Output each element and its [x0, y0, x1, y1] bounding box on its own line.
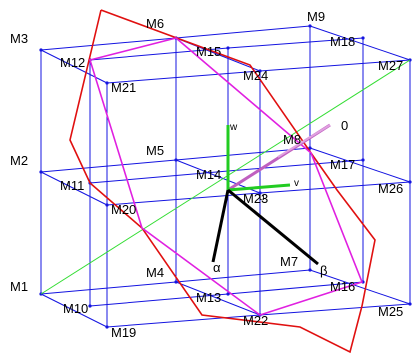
- node-label-m5: M5: [146, 143, 164, 158]
- node-label-m10: M10: [63, 301, 88, 316]
- node-label-m13: M13: [196, 290, 221, 305]
- node-label-m27: M27: [378, 58, 403, 73]
- node-label-m8: M8: [283, 132, 301, 147]
- black-axes: [211, 188, 319, 266]
- space-diagonal-line: [40, 59, 411, 295]
- node-label-m22: M22: [243, 313, 268, 328]
- axis-label-u: u: [259, 192, 265, 203]
- axis-label-v: v: [294, 178, 299, 189]
- node-label-m16: M16: [330, 279, 355, 294]
- node-label-m15: M15: [196, 44, 221, 59]
- node-label-m12: M12: [60, 55, 85, 70]
- node-label-m9: M9: [307, 9, 325, 24]
- magenta-axis-highlight: [277, 124, 331, 158]
- node-label-m20: M20: [111, 202, 136, 217]
- axis-labels: w v u 0 α β: [213, 118, 348, 278]
- node-label-m4: M4: [146, 265, 164, 280]
- node-label-m18: M18: [330, 34, 355, 49]
- node-label-m14: M14: [196, 167, 221, 182]
- axis-label-beta: β: [320, 263, 327, 278]
- node-label-m3: M3: [10, 31, 28, 46]
- node-label-m1: M1: [10, 279, 28, 294]
- node-label-m2: M2: [10, 153, 28, 168]
- node-label-m19: M19: [111, 325, 136, 340]
- node-labels: M1 M2 M3 M4 M5 M6 M7 M8 M9 M10 M11 M12 M…: [10, 9, 403, 340]
- node-label-m26: M26: [378, 181, 403, 196]
- node-label-m23: M23: [243, 191, 268, 206]
- axis-label-w: w: [229, 122, 238, 133]
- node-label-m25: M25: [378, 304, 403, 319]
- magenta-hexagon: [88, 37, 364, 316]
- green-axes: [226, 125, 291, 192]
- node-label-m6: M6: [146, 16, 164, 31]
- node-label-m7: M7: [280, 254, 298, 269]
- node-label-m11: M11: [60, 178, 84, 193]
- axis-label-alpha: α: [213, 260, 221, 275]
- node-label-m17: M17: [330, 157, 355, 172]
- node-label-m21: M21: [111, 80, 136, 95]
- axis-label-zero: 0: [341, 118, 348, 133]
- node-label-m24: M24: [243, 68, 268, 83]
